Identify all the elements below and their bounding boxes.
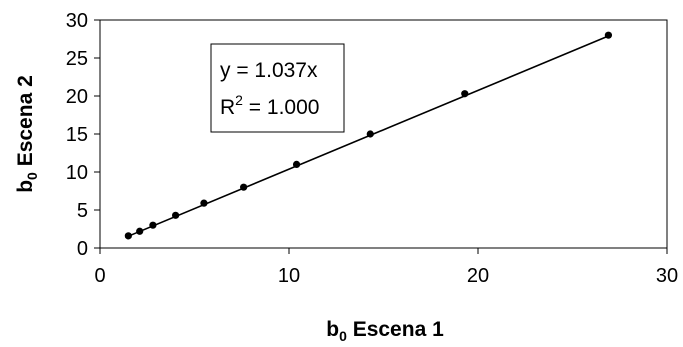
x-tick-label: 10: [278, 265, 300, 287]
data-points: [124, 31, 613, 240]
data-point: [124, 232, 132, 240]
data-point: [366, 130, 374, 138]
data-point: [200, 199, 208, 207]
equation-box-frame: [210, 43, 345, 133]
y-tick-label: 20: [66, 86, 88, 108]
plot-area: [99, 19, 668, 249]
x-tick-label: 20: [467, 265, 489, 287]
equation-text: y = 1.037x: [220, 59, 318, 82]
y-tick-label: 30: [66, 10, 88, 32]
x-tick-label: 0: [94, 265, 105, 287]
r-squared-base: R: [220, 96, 235, 119]
y-tick-label: 25: [66, 48, 88, 70]
x-axis-title: b0 Escena 1: [326, 318, 444, 344]
y-tick-label: 0: [77, 238, 88, 260]
plot-frame: [99, 19, 668, 249]
data-point: [136, 227, 144, 235]
r-squared-value: = 1.000: [243, 96, 319, 119]
data-point: [604, 31, 613, 39]
data-point: [240, 183, 248, 191]
y-axis-title: b0 Escena 2: [14, 75, 40, 193]
y-axis-ticks: 0 5 10 15 20 25 30: [66, 10, 100, 260]
y-tick-label: 10: [66, 162, 88, 184]
data-point: [172, 211, 180, 219]
r-squared-text: R2 = 1.000: [220, 92, 319, 119]
data-point: [292, 160, 301, 168]
equation-box: y = 1.037x R2 = 1.000: [210, 43, 345, 133]
y-tick-label: 15: [66, 124, 88, 146]
data-point: [149, 221, 157, 229]
r-squared-exponent: 2: [235, 92, 243, 108]
y-tick-label: 5: [77, 200, 88, 222]
x-tick-label: 30: [656, 265, 678, 287]
x-axis-ticks: 0 10 20 30: [94, 248, 678, 287]
data-point: [461, 90, 469, 98]
